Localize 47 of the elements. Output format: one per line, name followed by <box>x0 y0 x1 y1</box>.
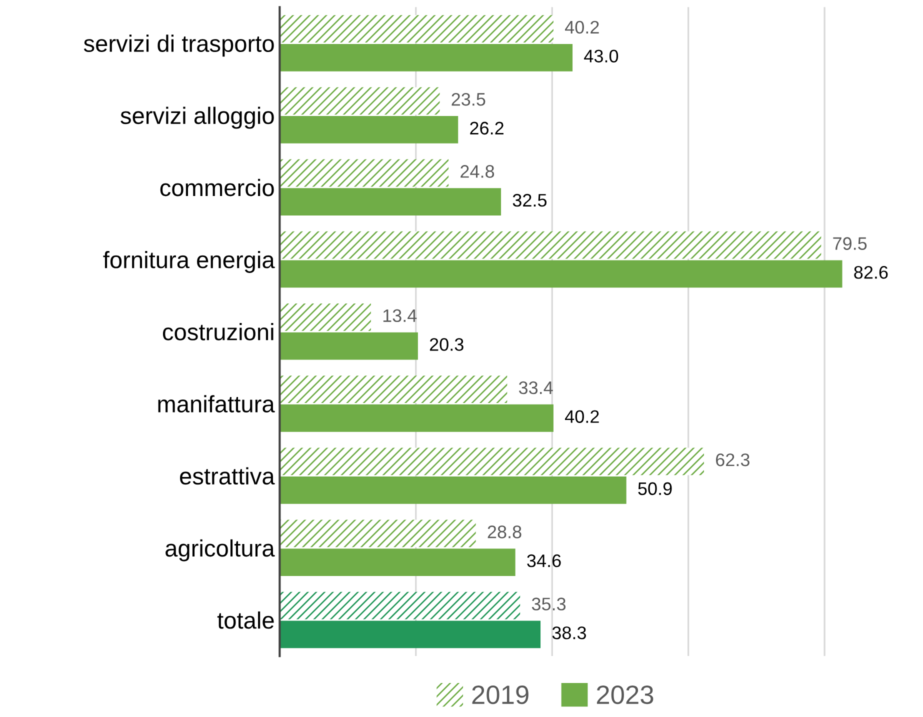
data-label: 43.0 <box>584 50 618 62</box>
y-tick-label: totale <box>217 611 274 629</box>
data-label: 40.2 <box>565 20 599 34</box>
bar <box>280 332 418 360</box>
data-label: 35.3 <box>532 598 566 610</box>
bar <box>280 592 520 620</box>
y-tick-label: estrattiva <box>180 467 275 485</box>
legend-label: 2023 <box>596 685 654 704</box>
data-label: 33.4 <box>518 381 553 394</box>
y-tick-label: commercio <box>160 178 274 196</box>
bar <box>280 44 573 72</box>
y-tick-label: servizi alloggio <box>120 106 274 129</box>
y-tick-label: fornitura energia <box>103 250 275 273</box>
data-label: 38.3 <box>552 626 586 640</box>
bar <box>280 448 704 476</box>
y-tick-label: servizi di trasporto <box>84 34 274 57</box>
data-label: 32.5 <box>512 194 547 207</box>
data-label: 20.3 <box>430 338 464 351</box>
data-label: 50.9 <box>638 482 672 496</box>
bar <box>280 404 554 432</box>
bar <box>280 116 458 144</box>
bar <box>280 548 516 576</box>
data-label: 23.5 <box>452 92 486 106</box>
data-label: 79.5 <box>833 237 867 250</box>
data-label: 13.4 <box>383 309 417 322</box>
bar <box>280 520 476 548</box>
data-label: 24.8 <box>460 165 494 178</box>
data-label: 34.6 <box>527 554 561 568</box>
bar <box>280 260 842 288</box>
data-label: 40.2 <box>565 410 599 423</box>
y-tick-label: costruzioni <box>162 323 274 340</box>
bar <box>280 188 502 216</box>
data-label: 26.2 <box>470 122 504 135</box>
data-label: 28.8 <box>488 526 522 538</box>
legend-label: 2019 <box>472 685 528 704</box>
bar <box>280 231 822 259</box>
y-tick-label: manifattura <box>158 395 275 412</box>
bar <box>280 159 449 187</box>
bar <box>280 476 626 504</box>
bar <box>280 620 541 648</box>
data-label: 62.3 <box>716 453 750 466</box>
y-tick-label: agricoltura <box>166 539 275 562</box>
bar <box>280 303 371 331</box>
bar <box>280 376 508 403</box>
data-label: 82.6 <box>854 266 888 279</box>
bar <box>280 15 554 42</box>
bar <box>280 87 440 115</box>
